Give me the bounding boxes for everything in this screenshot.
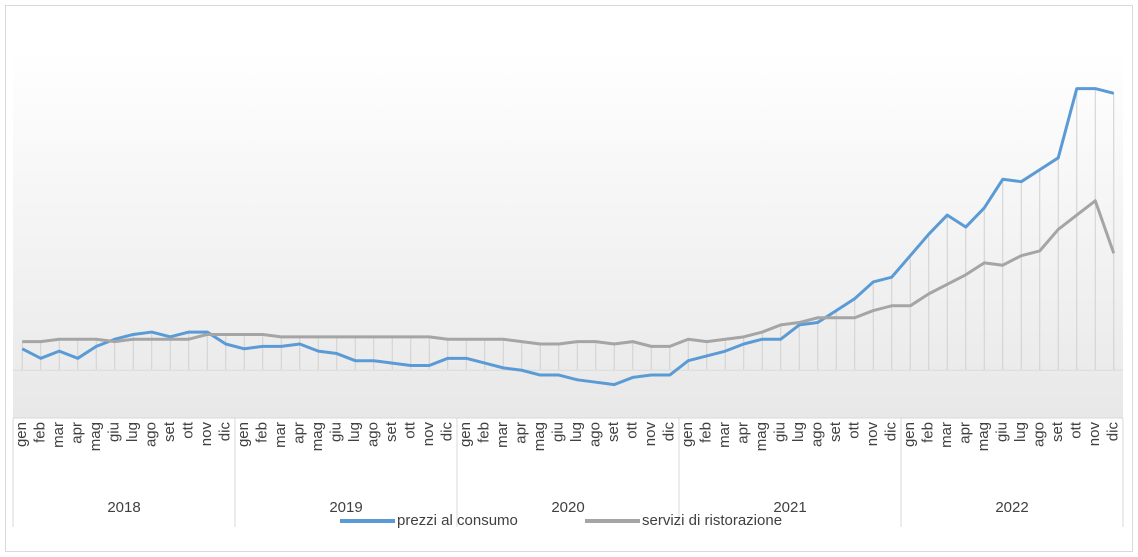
x-tick-label: giu xyxy=(106,422,123,442)
x-tick-label: mag xyxy=(531,422,548,451)
x-tick-label: set xyxy=(827,421,844,442)
x-tick-label: set xyxy=(383,421,400,442)
x-tick-label: ott xyxy=(846,421,863,439)
x-tick-label: apr xyxy=(291,422,308,444)
series-line xyxy=(22,199,1116,348)
x-tick-label: mag xyxy=(975,422,992,451)
x-tick-label: mag xyxy=(87,422,104,451)
x-tick-label: mag xyxy=(309,422,326,451)
x-tick-label: dic xyxy=(439,422,456,442)
x-tick-label: ott xyxy=(624,421,641,439)
x-tick-label: giu xyxy=(328,422,345,442)
x-tick-label: ago xyxy=(143,422,160,447)
group-label: 2020 xyxy=(551,499,584,516)
x-tick-label: dic xyxy=(217,422,234,442)
x-tick-label: gen xyxy=(235,422,252,447)
x-tick-label: dic xyxy=(1105,422,1122,442)
x-tick-label: set xyxy=(1049,421,1066,442)
x-tick-label: apr xyxy=(513,422,530,444)
x-tick-label: mar xyxy=(716,422,733,448)
group-label: 2019 xyxy=(329,499,362,516)
x-tick-label: mar xyxy=(494,422,511,448)
x-tick-label: lug xyxy=(346,422,363,442)
x-tick-label: ago xyxy=(365,422,382,447)
x-tick-label: feb xyxy=(920,422,937,443)
x-tick-label: giu xyxy=(772,422,789,442)
x-tick-label: gen xyxy=(457,422,474,447)
x-tick-label: nov xyxy=(198,422,215,447)
legend-label: prezzi al consumo xyxy=(397,512,518,529)
x-tick-label: gen xyxy=(13,422,30,447)
x-tick-label: apr xyxy=(69,422,86,444)
x-tick-label: mar xyxy=(272,422,289,448)
x-tick-label: feb xyxy=(254,422,271,443)
x-tick-label: nov xyxy=(1086,422,1103,447)
x-tick-label: giu xyxy=(550,422,567,442)
group-label: 2018 xyxy=(107,499,140,516)
x-tick-label: ott xyxy=(1068,421,1085,439)
x-tick-label: lug xyxy=(790,422,807,442)
x-tick-label: set xyxy=(605,421,622,442)
plot-background xyxy=(13,48,1123,418)
x-tick-label: lug xyxy=(124,422,141,442)
series-line xyxy=(21,87,1115,387)
x-tick-label: apr xyxy=(735,422,752,444)
x-tick-label: dic xyxy=(883,422,900,442)
x-tick-label: ago xyxy=(809,422,826,447)
x-tick-label: feb xyxy=(698,422,715,443)
x-tick-label: gen xyxy=(901,422,918,447)
x-tick-label: nov xyxy=(864,422,881,447)
x-tick-label: set xyxy=(161,421,178,442)
x-tick-label: ago xyxy=(587,422,604,447)
x-tick-label: feb xyxy=(32,422,49,443)
x-tick-label: ott xyxy=(402,421,419,439)
x-tick-label: ott xyxy=(180,421,197,439)
x-tick-label: dic xyxy=(661,422,678,442)
x-tick-label: nov xyxy=(642,422,659,447)
x-tick-label: gen xyxy=(679,422,696,447)
x-tick-label: mar xyxy=(50,422,67,448)
legend-label: servizi di ristorazione xyxy=(642,512,782,529)
group-label: 2021 xyxy=(773,499,806,516)
x-tick-label: lug xyxy=(1012,422,1029,442)
x-tick-label: nov xyxy=(420,422,437,447)
x-tick-label: mag xyxy=(753,422,770,451)
x-tick-label: lug xyxy=(568,422,585,442)
x-tick-label: feb xyxy=(476,422,493,443)
x-tick-label: mar xyxy=(938,422,955,448)
x-tick-label: ago xyxy=(1031,422,1048,447)
x-tick-label: apr xyxy=(957,422,974,444)
group-label: 2022 xyxy=(995,499,1028,516)
x-tick-label: giu xyxy=(994,422,1011,442)
